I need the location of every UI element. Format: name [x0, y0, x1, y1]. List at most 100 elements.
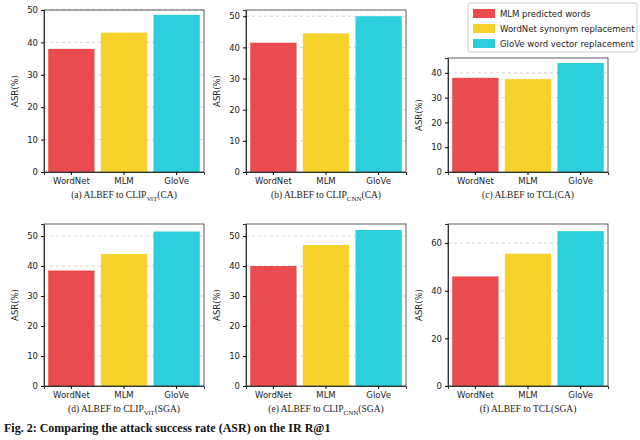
legend: MLM predicted wordsWordNet synonym repla…: [468, 3, 637, 52]
y-axis-line: [243, 225, 247, 387]
y-tick-label: 20: [431, 118, 442, 128]
y-tick: 20: [27, 102, 44, 112]
y-tick: 10: [431, 142, 448, 152]
y-tick-mark: [243, 326, 246, 327]
x-axis: WordNetMLMGloVe: [449, 386, 609, 400]
y-axis: 01020304050: [27, 5, 44, 177]
x-tick-mark: [71, 386, 72, 389]
y-tick-label: 0: [235, 167, 240, 177]
panel: 01020304050WordNetMLMGloVeASR(%)(d) ALBE…: [10, 224, 205, 417]
x-axis-line: [449, 387, 609, 390]
y-tick-mark: [445, 291, 448, 292]
legend-label: GloVe word vector replacement: [500, 39, 635, 49]
frame: [448, 224, 608, 386]
bar: [101, 254, 147, 386]
y-axis: 0 10 20 30 40: [431, 59, 448, 178]
bar: [452, 276, 498, 386]
y-tick: 20: [27, 321, 44, 331]
y-tick: 40: [27, 38, 44, 48]
y-tick-label: 40: [431, 68, 442, 78]
panel: 01020304050WordNetMLMGloVeASR(%)(a) ALBE…: [10, 5, 205, 202]
y-axis-title: ASR(%): [10, 289, 20, 321]
y-tick-label: 30: [431, 93, 442, 103]
x-tick-label: MLM: [518, 176, 537, 186]
y-tick-label: 40: [431, 286, 442, 296]
x-tick: GloVe: [568, 172, 593, 186]
y-tick: 30: [27, 291, 44, 301]
y-tick-mark: [41, 10, 44, 11]
y-tick-label: 50: [229, 231, 240, 241]
panel: 010203040WordNetMLMGloVeASR(%)(c) ALBEF …: [414, 58, 609, 201]
bars: [48, 15, 200, 172]
frame: [44, 10, 204, 172]
y-axis-title: ASR(%): [414, 289, 424, 321]
x-axis: WordNetMLMGloVe: [45, 172, 205, 186]
frame: [44, 224, 204, 386]
legend-swatch: [473, 24, 495, 33]
x-tick: WordNet: [255, 172, 292, 186]
y-axis: 01020304050: [27, 225, 44, 392]
bar: [250, 266, 296, 386]
x-tick: WordNet: [53, 172, 90, 186]
y-tick-label: 0: [437, 381, 442, 391]
x-axis: WordNetMLMGloVe: [247, 386, 407, 400]
x-tick-label: MLM: [114, 390, 133, 400]
bar: [355, 16, 401, 172]
bars: [452, 231, 604, 386]
y-tick-label: 40: [27, 261, 38, 271]
y-tick-label: 30: [27, 70, 38, 80]
x-tick: MLM: [114, 172, 133, 186]
bar: [250, 43, 296, 172]
x-tick: WordNet: [457, 386, 494, 400]
y-tick: 10: [27, 351, 44, 361]
y-tick: 20: [431, 118, 448, 128]
x-axis-line: [45, 387, 205, 390]
x-tick-label: GloVe: [568, 176, 593, 186]
x-axis-line: [45, 173, 205, 176]
x-tick-mark: [378, 172, 379, 175]
x-tick-label: WordNet: [255, 176, 292, 186]
frame: [448, 58, 608, 172]
y-tick-mark: [445, 98, 448, 99]
y-tick-label: 40: [229, 43, 240, 53]
x-tick-mark: [326, 172, 327, 175]
x-tick: WordNet: [457, 172, 494, 186]
y-tick-mark: [243, 266, 246, 267]
x-tick: GloVe: [568, 386, 593, 400]
x-tick-mark: [124, 386, 125, 389]
y-tick-label: 0: [235, 381, 240, 391]
y-axis-line: [243, 11, 247, 173]
bar: [48, 271, 94, 387]
x-tick-mark: [475, 172, 476, 175]
y-tick-label: 10: [229, 351, 240, 361]
y-tick-label: 20: [229, 321, 240, 331]
y-tick: 40: [229, 261, 246, 271]
y-tick-label: 40: [27, 38, 38, 48]
x-tick: MLM: [316, 172, 335, 186]
grid: [44, 10, 204, 172]
y-axis-line: [41, 225, 45, 387]
y-tick: 40: [431, 286, 448, 296]
x-axis: WordNetMLMGloVe: [45, 386, 205, 400]
y-axis-line: [41, 11, 45, 173]
y-tick-label: 40: [229, 261, 240, 271]
y-tick: 60: [431, 238, 448, 248]
bars: [250, 16, 402, 172]
caption: Fig. 2: Comparing the attack success rat…: [4, 421, 330, 435]
y-tick: 30: [27, 70, 44, 80]
y-tick-mark: [243, 141, 246, 142]
x-tick-mark: [580, 386, 581, 389]
x-tick-mark: [124, 172, 125, 175]
y-tick-label: 20: [431, 334, 442, 344]
x-tick-label: MLM: [316, 176, 335, 186]
y-tick-mark: [243, 16, 246, 17]
x-tick-label: WordNet: [457, 390, 494, 400]
bar: [557, 63, 603, 172]
y-axis-line: [445, 225, 449, 387]
bar: [505, 79, 551, 172]
y-tick-label: 10: [27, 135, 38, 145]
y-axis: 0 20 40 60: [431, 225, 448, 392]
x-tick-label: GloVe: [366, 390, 391, 400]
x-axis-title: (e) ALBEF to CLIPCNN(SGA): [268, 404, 383, 417]
y-tick-label: 0: [437, 167, 442, 177]
